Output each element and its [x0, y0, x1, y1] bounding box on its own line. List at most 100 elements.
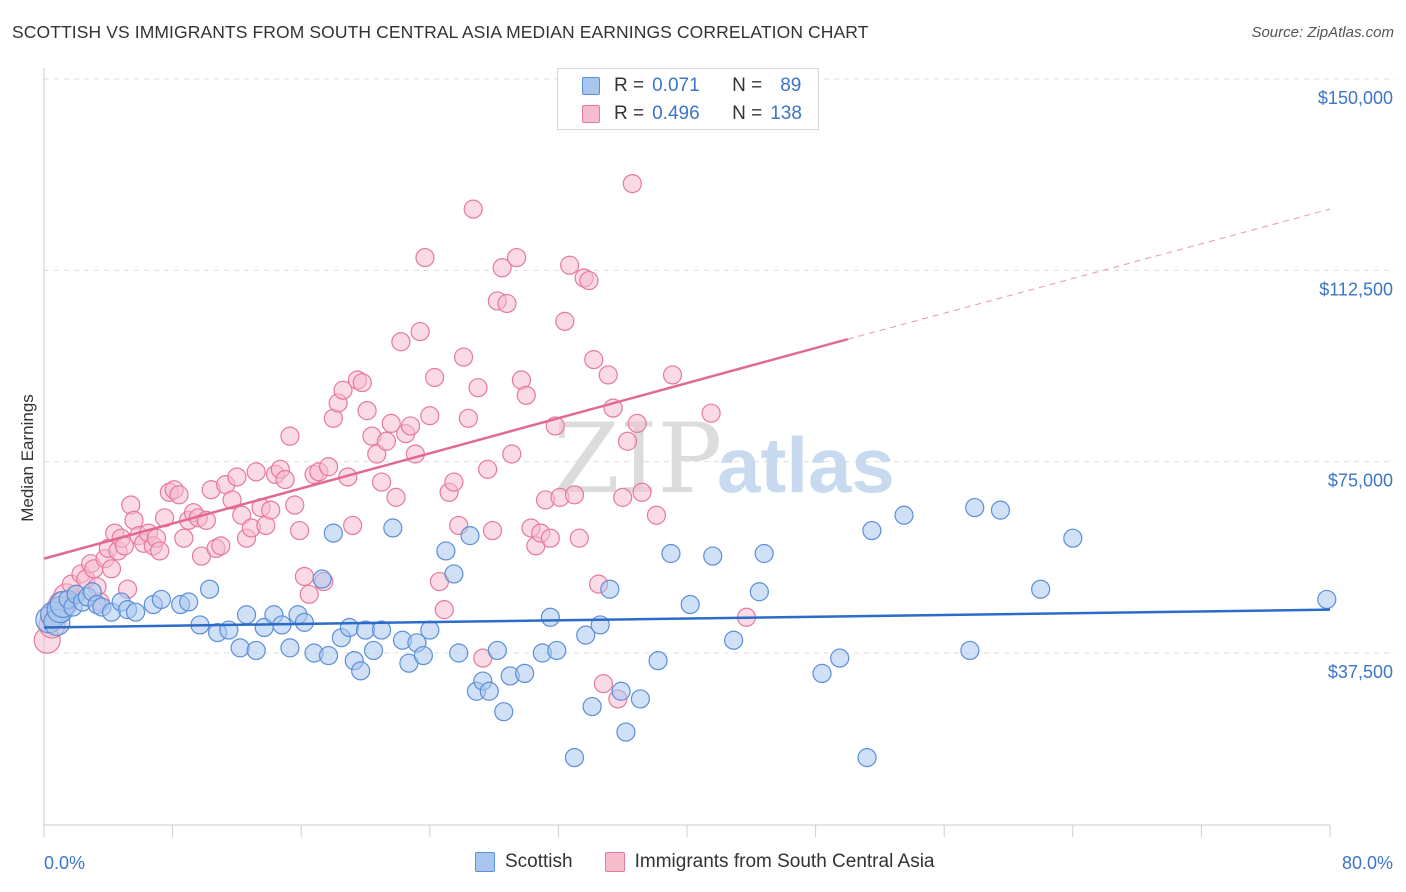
watermark-atlas: atlas [717, 421, 895, 509]
immigrant-point [516, 385, 536, 405]
immigrant-point [405, 444, 425, 464]
scottish-point [1317, 589, 1337, 610]
immigrant-point [101, 559, 122, 579]
immigrant-point [367, 444, 387, 464]
x-tick-label: 0.0% [44, 853, 85, 873]
legend-n-value: 138 [770, 103, 802, 124]
immigrant-point [391, 332, 411, 352]
scottish-point [436, 541, 456, 561]
scottish-point [246, 640, 266, 661]
legend-n-value: 89 [780, 75, 802, 96]
scottish-point [965, 497, 985, 518]
legend-swatch-pink [582, 105, 600, 123]
immigrant-point [622, 173, 642, 194]
series-swatch-pink [604, 852, 625, 872]
immigrant-point [453, 347, 474, 367]
immigrant-point [502, 444, 522, 464]
x-tick-label: 80.0% [1342, 853, 1393, 873]
scottish-point [339, 617, 360, 638]
scottish-point [494, 702, 514, 722]
immigrant-point [434, 600, 454, 620]
scottish-point [126, 602, 146, 622]
scottish-point [323, 523, 343, 543]
immigrant-point [415, 247, 435, 268]
immigrant-point [463, 199, 483, 219]
scottish-point [830, 648, 850, 668]
immigrant-point [579, 270, 599, 291]
immigrant-point [627, 413, 647, 433]
immigrant-point [294, 566, 315, 587]
scottish-point [547, 640, 567, 661]
scottish-point [564, 747, 585, 768]
immigrant-point [352, 372, 372, 393]
scottish-trend-line [43, 608, 1331, 629]
immigrant-point [222, 490, 242, 510]
legend-row-immigrants: R = 0.496 N = 138 [582, 102, 802, 126]
scottish-point [236, 605, 257, 625]
legend-n-label: N = [732, 75, 763, 96]
immigrant-point [333, 380, 353, 400]
immigrant-point [299, 584, 319, 604]
immigrant-point [318, 457, 339, 477]
immigrant-point [232, 505, 252, 525]
scottish-point [280, 638, 300, 658]
immigrant-point [381, 413, 401, 433]
scottish-point [582, 696, 602, 717]
y-tick-label: $37,500 [1328, 662, 1393, 682]
immigrant-point [285, 495, 305, 515]
series-label: Immigrants from South Central Asia [634, 851, 935, 872]
scottish-point [540, 607, 560, 627]
watermark: ZIP atlas [553, 403, 895, 515]
scottish-point [749, 582, 769, 602]
immigrant-point [478, 459, 498, 479]
immigrant-point [444, 472, 464, 492]
series-legend-scottish: Scottish [475, 851, 573, 873]
immigrant-point [555, 311, 575, 331]
scottish-point [648, 651, 668, 671]
scottish-point [724, 630, 744, 650]
scottish-point [363, 640, 384, 661]
immigrant-point [357, 401, 377, 421]
immigrant-point [169, 485, 189, 505]
scottish-point [351, 661, 371, 681]
immigrant-point [386, 487, 406, 507]
scottish-point [318, 645, 339, 666]
tick-labels: $37,500 $75,000 $112,500 $150,000 0.0% 80.0% [44, 88, 1393, 873]
scottish-point [630, 689, 650, 709]
scottish-point [754, 543, 774, 564]
legend-r-label: R = [614, 75, 645, 96]
scottish-point [479, 681, 499, 701]
immigrant-point [227, 467, 247, 487]
immigrant-point [482, 520, 503, 541]
immigrant-point [468, 378, 488, 398]
scottish-point [960, 640, 980, 661]
series-legend-immigrants: Immigrants from South Central Asia [604, 851, 935, 873]
trend-lines [43, 208, 1331, 629]
scottish-point [894, 505, 914, 525]
scottish-point [383, 518, 403, 538]
immigrant-point [420, 406, 440, 426]
scottish-point [616, 722, 636, 742]
scottish-point [661, 543, 681, 564]
legend-r-value: 0.496 [652, 103, 700, 124]
scottish-point [576, 625, 596, 645]
immigrant-point [458, 408, 478, 428]
y-tick-label: $75,000 [1328, 471, 1393, 491]
immigrant-point [376, 431, 396, 451]
scottish-point [487, 640, 507, 661]
scottish-point [151, 589, 171, 610]
legend-n-label: N = [732, 103, 763, 124]
immigrant-point [410, 321, 430, 342]
immigrant-point [246, 462, 266, 482]
scottish-point [371, 620, 392, 640]
scottish-point [862, 520, 882, 541]
immigrant-point [492, 258, 512, 278]
scottish-point [413, 645, 433, 666]
series-label: Scottish [505, 851, 573, 872]
immigrant-point [632, 482, 652, 502]
scottish-point [515, 663, 535, 684]
immigrant-point [280, 426, 300, 446]
source-credit: Source: ZipAtlas.com [1251, 24, 1394, 41]
scottish-point [812, 663, 832, 684]
